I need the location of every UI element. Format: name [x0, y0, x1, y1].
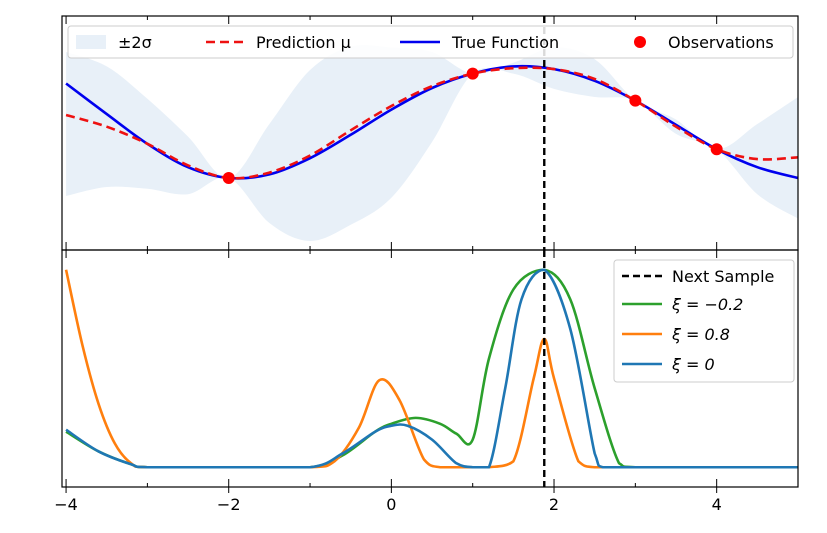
- x-tick-label: −4: [54, 495, 78, 514]
- x-tick-label: 4: [712, 495, 722, 514]
- legend-swatch-band: [76, 35, 106, 49]
- legend-label-prediction: Prediction μ: [256, 33, 351, 52]
- axis-frames: −4 −2 0 2 4: [54, 15, 799, 514]
- observation-point: [222, 172, 235, 184]
- legends: ±2σ Prediction μ True Function Observations…: [67, 25, 795, 383]
- bottom-plot-area: [64, 268, 798, 469]
- legend-label-band: ±2σ: [118, 33, 152, 52]
- acquisition-line: [65, 268, 798, 469]
- bottom-panel: [64, 250, 798, 487]
- legend-label-xi: ξ = 0.8: [671, 325, 730, 344]
- bottom-axis-frame: [61, 249, 799, 488]
- legend-label-observations: Observations: [668, 33, 774, 52]
- prediction-line: [65, 66, 798, 180]
- observation-point: [629, 94, 642, 107]
- observation-point: [466, 67, 479, 80]
- uncertainty-band: [66, 44, 798, 242]
- legend-label-xi: ξ = 0: [671, 355, 715, 374]
- bottom-legend-box: [613, 259, 795, 383]
- x-tick-label: −2: [217, 495, 241, 514]
- legend-label-xi: ξ = −0.2: [671, 295, 743, 314]
- legend-swatch-observations: [634, 36, 646, 48]
- true-function-line: [65, 64, 798, 180]
- x-tick-label: 0: [386, 495, 396, 514]
- observation-point: [710, 143, 723, 156]
- legend-label-next-sample: Next Sample: [672, 267, 774, 286]
- legend-label-true-function: True Function: [451, 33, 559, 52]
- x-tick-label: 2: [549, 495, 559, 514]
- top-panel: [65, 16, 798, 250]
- top-plot-area: [65, 44, 798, 242]
